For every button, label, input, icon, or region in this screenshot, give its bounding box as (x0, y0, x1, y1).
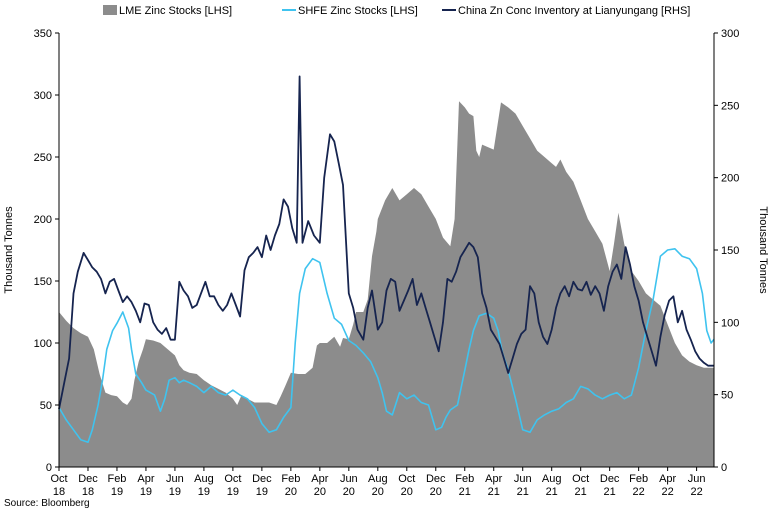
left-tick-label: 150 (34, 276, 52, 288)
legend-label-lme: LME Zinc Stocks [LHS] (119, 5, 232, 17)
x-tick-label-month: Apr (659, 473, 676, 485)
x-tick-label-year: 20 (285, 486, 297, 498)
x-tick-label-year: 18 (53, 486, 65, 498)
legend: LME Zinc Stocks [LHS] SHFE Zinc Stocks [… (103, 5, 690, 17)
x-tick-label-year: 21 (604, 486, 616, 498)
x-tick-label-month: Oct (572, 473, 589, 485)
x-tick-label-month: Feb (281, 473, 300, 485)
left-tick-label: 200 (34, 214, 52, 226)
x-tick-label-year: 21 (488, 486, 500, 498)
x-tick-label-month: Aug (194, 473, 214, 485)
x-tick-label-month: Dec (426, 473, 446, 485)
x-tick-label-year: 21 (575, 486, 587, 498)
right-axis-title: Thousand Tonnes (757, 206, 769, 294)
x-tick-label-year: 19 (169, 486, 181, 498)
legend-item-china: China Zn Conc Inventory at Lianyungang [… (442, 5, 690, 17)
series-area-lme (59, 101, 714, 467)
series-line-shfe (58, 248, 715, 444)
x-tick-label-month: Jun (340, 473, 358, 485)
x-tick-label-year: 22 (633, 486, 645, 498)
x-tick-label-month: Oct (224, 473, 241, 485)
x-tick-label-month: Apr (137, 473, 154, 485)
left-axis-ticks: 0 50 100 150 200 250 300 350 (34, 28, 59, 474)
x-tick-label-month: Oct (50, 473, 67, 485)
x-tick-label-month: Feb (455, 473, 474, 485)
x-tick-label-month: Aug (542, 473, 562, 485)
x-tick-label-month: Jun (166, 473, 184, 485)
x-tick-label-year: 20 (372, 486, 384, 498)
x-tick-label-month: Aug (368, 473, 388, 485)
right-tick-label: 200 (721, 173, 739, 185)
right-tick-label: 250 (721, 100, 739, 112)
x-tick-label-year: 22 (690, 486, 702, 498)
x-tick-label-month: Oct (398, 473, 415, 485)
legend-item-shfe: SHFE Zinc Stocks [LHS] (282, 5, 418, 17)
left-tick-label: 50 (40, 400, 52, 412)
x-tick-label-month: Dec (600, 473, 620, 485)
x-tick-label-year: 19 (227, 486, 239, 498)
left-tick-label: 250 (34, 152, 52, 164)
x-tick-label-year: 19 (198, 486, 210, 498)
x-tick-label-year: 18 (82, 486, 94, 498)
x-tick-label-year: 22 (662, 486, 674, 498)
legend-label-china: China Zn Conc Inventory at Lianyungang [… (458, 5, 690, 17)
x-tick-label-year: 19 (111, 486, 123, 498)
right-tick-label: 100 (721, 317, 739, 329)
legend-label-shfe: SHFE Zinc Stocks [LHS] (298, 5, 418, 17)
x-tick-label-month: Apr (311, 473, 328, 485)
area-layer (59, 101, 714, 467)
x-tick-label-year: 21 (517, 486, 529, 498)
series-line-china (58, 75, 714, 410)
x-tick-label-month: Dec (252, 473, 272, 485)
x-axis-ticks: Oct18Dec18Feb19Apr19Jun19Aug19Oct19Dec19… (50, 467, 705, 498)
right-axis-ticks: 0 50 100 150 200 250 300 (714, 28, 739, 474)
x-tick-label-year: 20 (430, 486, 442, 498)
left-tick-label: 0 (46, 462, 52, 474)
x-tick-label-year: 21 (546, 486, 558, 498)
left-axis-title: Thousand Tonnes (3, 206, 15, 294)
x-tick-label-year: 21 (459, 486, 471, 498)
left-tick-label: 100 (34, 338, 52, 350)
x-tick-label-year: 19 (140, 486, 152, 498)
left-tick-label: 300 (34, 90, 52, 102)
x-tick-label-year: 20 (343, 486, 355, 498)
right-tick-label: 50 (721, 390, 733, 402)
x-tick-label-month: Jun (688, 473, 706, 485)
x-tick-label-year: 19 (256, 486, 268, 498)
x-tick-label-month: Apr (485, 473, 502, 485)
x-tick-label-year: 20 (401, 486, 413, 498)
legend-swatch-lme (103, 5, 117, 15)
x-tick-label-month: Feb (107, 473, 126, 485)
right-tick-label: 150 (721, 245, 739, 257)
x-tick-label-month: Jun (514, 473, 532, 485)
line-layer (58, 75, 715, 444)
x-tick-label-year: 20 (314, 486, 326, 498)
right-tick-label: 300 (721, 28, 739, 40)
x-tick-label-month: Dec (78, 473, 98, 485)
source-note: Source: Bloomberg (4, 498, 90, 509)
legend-item-lme: LME Zinc Stocks [LHS] (103, 5, 232, 17)
x-tick-label-month: Feb (629, 473, 648, 485)
right-tick-label: 0 (721, 462, 727, 474)
left-tick-label: 350 (34, 28, 52, 40)
